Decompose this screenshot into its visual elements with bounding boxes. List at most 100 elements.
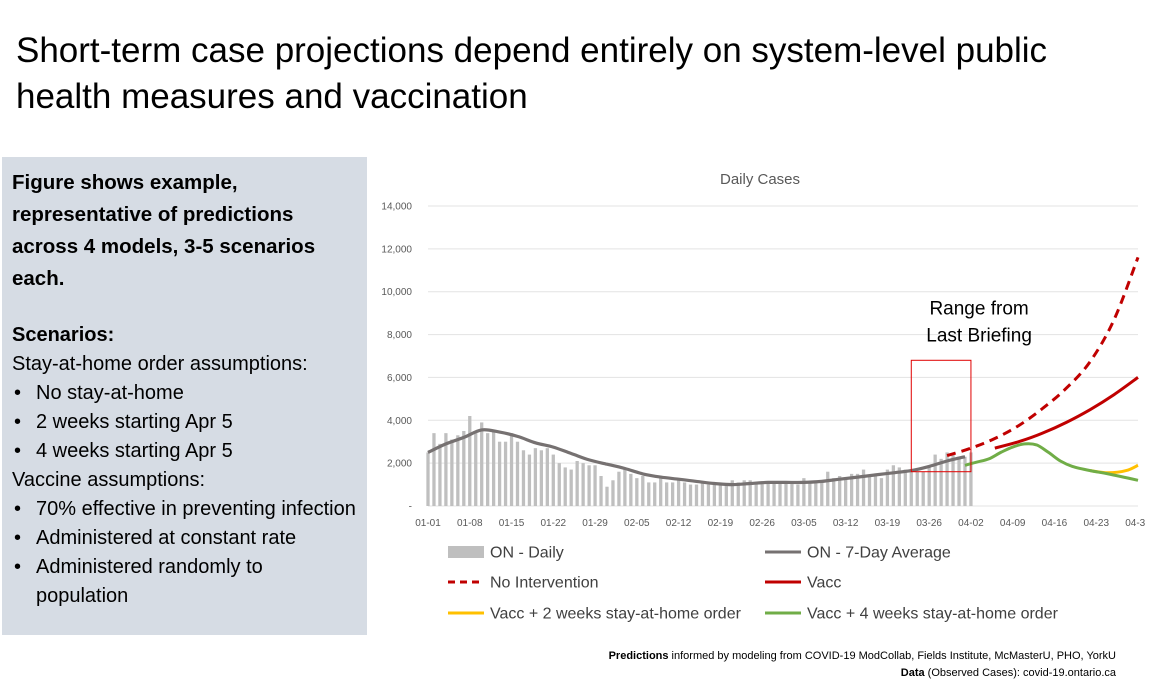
- figure-description: Figure shows example, representative of …: [12, 171, 316, 290]
- daily-bar: [587, 465, 591, 506]
- footer-predictions-label: Predictions: [608, 650, 669, 662]
- chart-lines: [427, 256, 1140, 487]
- stay-at-home-heading: Stay-at-home order assumptions:: [12, 353, 308, 375]
- daily-bar: [927, 467, 931, 506]
- daily-bar: [491, 431, 496, 506]
- daily-bar: [545, 448, 549, 506]
- x-tick-label: 04-09: [1000, 518, 1026, 529]
- list-item: 70% effective in preventing infection: [12, 495, 359, 524]
- legend-label: Vacc + 4 weeks stay-at-home order: [807, 606, 1059, 623]
- daily-bar: [814, 482, 818, 506]
- daily-bar: [706, 484, 711, 506]
- y-tick-label: 12,000: [381, 244, 412, 255]
- legend-entry: ON - Daily: [448, 545, 564, 562]
- daily-bar: [951, 454, 955, 506]
- daily-bar: [861, 469, 866, 506]
- range-box: [910, 359, 972, 473]
- daily-bar: [533, 448, 538, 506]
- daily-bar: [909, 469, 913, 506]
- daily-bar: [444, 433, 448, 506]
- legend-swatch: [448, 546, 484, 558]
- x-tick-label: 03-12: [833, 518, 859, 529]
- daily-bar: [605, 486, 609, 506]
- daily-bar: [921, 471, 925, 506]
- daily-bar: [838, 476, 842, 506]
- daily-bar: [635, 478, 639, 506]
- daily-bar: [468, 416, 472, 506]
- daily-bar: [945, 452, 949, 506]
- daily-bar: [432, 433, 436, 506]
- daily-bar: [593, 465, 597, 506]
- daily-bar: [456, 435, 460, 506]
- daily-bar: [915, 471, 919, 506]
- daily-bar: [885, 469, 890, 506]
- legend-label: ON - 7-Day Average: [807, 545, 951, 562]
- daily-bar: [563, 467, 567, 506]
- legend-entry: Vacc + 2 weeks stay-at-home order: [448, 606, 742, 623]
- daily-bar: [676, 480, 681, 506]
- daily-bar: [897, 467, 901, 506]
- daily-bar: [849, 473, 854, 506]
- x-tick-label: 01-01: [415, 518, 441, 529]
- daily-bar: [641, 476, 645, 506]
- daily-bar: [772, 482, 776, 506]
- x-axis-ticks: 01-01 01-08 01-15 01-22 01-29 02-05 02-12 02-19…: [415, 518, 1145, 529]
- daily-bar: [474, 433, 478, 506]
- list-item: 4 weeks starting Apr 5: [12, 437, 359, 466]
- daily-bar: [867, 476, 872, 506]
- legend-label: Vacc + 2 weeks stay-at-home order: [490, 606, 742, 623]
- legend-entry: No Intervention: [448, 575, 599, 592]
- footer-data-text: (Observed Cases): covid-19.ontario.ca: [924, 667, 1116, 679]
- x-tick-label: 01-29: [582, 518, 608, 529]
- daily-bar: [581, 463, 585, 506]
- daily-bar: [694, 484, 699, 506]
- y-tick-label: 6,000: [387, 373, 412, 384]
- daily-bar: [647, 482, 651, 506]
- daily-bar: [527, 454, 532, 506]
- daily-cases-chart: Daily Cases - 2,000 4,000 6,000 8,000 10,000 1…: [381, 171, 1145, 623]
- daily-bar: [718, 482, 722, 506]
- daily-bar: [939, 458, 943, 506]
- footer-data-label: Data: [900, 667, 925, 679]
- vaccine-heading: Vaccine assumptions:: [12, 469, 206, 491]
- daily-bar: [790, 482, 794, 506]
- range-label-line-1: Range from: [929, 298, 1028, 319]
- daily-bar: [808, 482, 812, 506]
- daily-bar: [486, 433, 490, 506]
- daily-bar: [766, 482, 770, 506]
- daily-bar: [724, 484, 728, 506]
- footer-data: Data (Observed Cases): covid-19.ontario.…: [609, 665, 1116, 682]
- y-tick-label: 4,000: [387, 416, 412, 427]
- daily-bar: [503, 441, 508, 506]
- daily-bar: [826, 471, 830, 506]
- x-tick-label: 04-23: [1083, 518, 1109, 529]
- daily-bar: [599, 476, 603, 506]
- x-tick-label: 04-30: [1125, 518, 1145, 529]
- series-line-vacc: [994, 376, 1139, 450]
- daily-bar: [557, 463, 561, 506]
- daily-bar: [730, 480, 734, 506]
- chart-legend: ON - Daily ON - 7-Day Average No Intervent…: [448, 545, 1059, 623]
- daily-bar: [438, 443, 442, 506]
- daily-bar: [832, 478, 836, 506]
- legend-entry: Vacc: [765, 575, 841, 592]
- daily-bar: [963, 456, 967, 506]
- list-item: No stay-at-home: [12, 379, 359, 408]
- daily-bar: [933, 454, 937, 506]
- range-label-line-2: Last Briefing: [926, 325, 1032, 346]
- daily-bar: [462, 431, 466, 506]
- daily-bar: [551, 454, 555, 506]
- footer-predictions-text: informed by modeling from COVID-19 ModCo…: [668, 650, 1116, 662]
- daily-bar: [879, 478, 884, 506]
- y-tick-label: 8,000: [387, 330, 412, 341]
- daily-bar: [629, 473, 633, 506]
- daily-bar: [712, 482, 717, 506]
- stay-at-home-list: No stay-at-home 2 weeks starting Apr 5 4…: [12, 379, 359, 466]
- daily-bar: [688, 484, 693, 506]
- x-tick-label: 03-26: [916, 518, 942, 529]
- daily-bar: [778, 482, 782, 506]
- x-tick-label: 03-05: [791, 518, 817, 529]
- daily-bar: [509, 433, 514, 506]
- daily-bar: [796, 484, 800, 506]
- daily-bar: [497, 441, 502, 506]
